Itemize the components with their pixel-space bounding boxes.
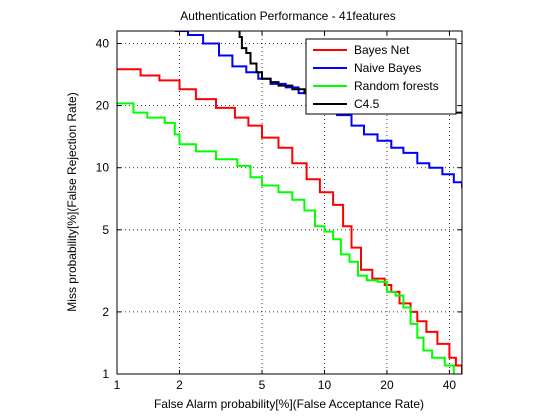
x-tick-label: 10 [318, 378, 332, 392]
y-tick-label: 5 [102, 223, 109, 237]
series-line-bayes-net [117, 68, 462, 374]
x-tick-label: 40 [443, 378, 457, 392]
legend-label-random-forests: Random forests [354, 79, 439, 93]
y-tick-label: 40 [96, 37, 110, 51]
legend: Bayes Net Naive Bayes Random forests C4.5 [305, 38, 457, 115]
x-tick-label: 5 [259, 378, 266, 392]
y-axis-title: Miss probability[%](False Rejection Rate… [65, 92, 79, 311]
x-tick-label: 20 [380, 378, 394, 392]
legend-label-naive-bayes: Naive Bayes [354, 61, 421, 75]
legend-label-bayes-net: Bayes Net [354, 43, 410, 57]
chart-title: Authentication Performance - 41features [180, 9, 395, 23]
x-tick-label: 1 [114, 378, 121, 392]
ticks: 1 2 5 10 20 40 1 2 5 10 20 40 [96, 31, 462, 392]
y-tick-label: 1 [102, 367, 109, 381]
y-tick-label: 2 [102, 305, 109, 319]
plot-frame [116, 30, 463, 375]
x-tick-label: 2 [176, 378, 183, 392]
y-tick-label: 10 [96, 161, 110, 175]
y-tick-label: 20 [96, 99, 110, 113]
legend-label-c4-5: C4.5 [354, 97, 380, 111]
series-line-random-forests [117, 102, 455, 374]
x-axis-title: False Alarm probability[%](False Accepta… [154, 397, 424, 411]
legend-box [305, 38, 457, 115]
grid [117, 31, 462, 374]
